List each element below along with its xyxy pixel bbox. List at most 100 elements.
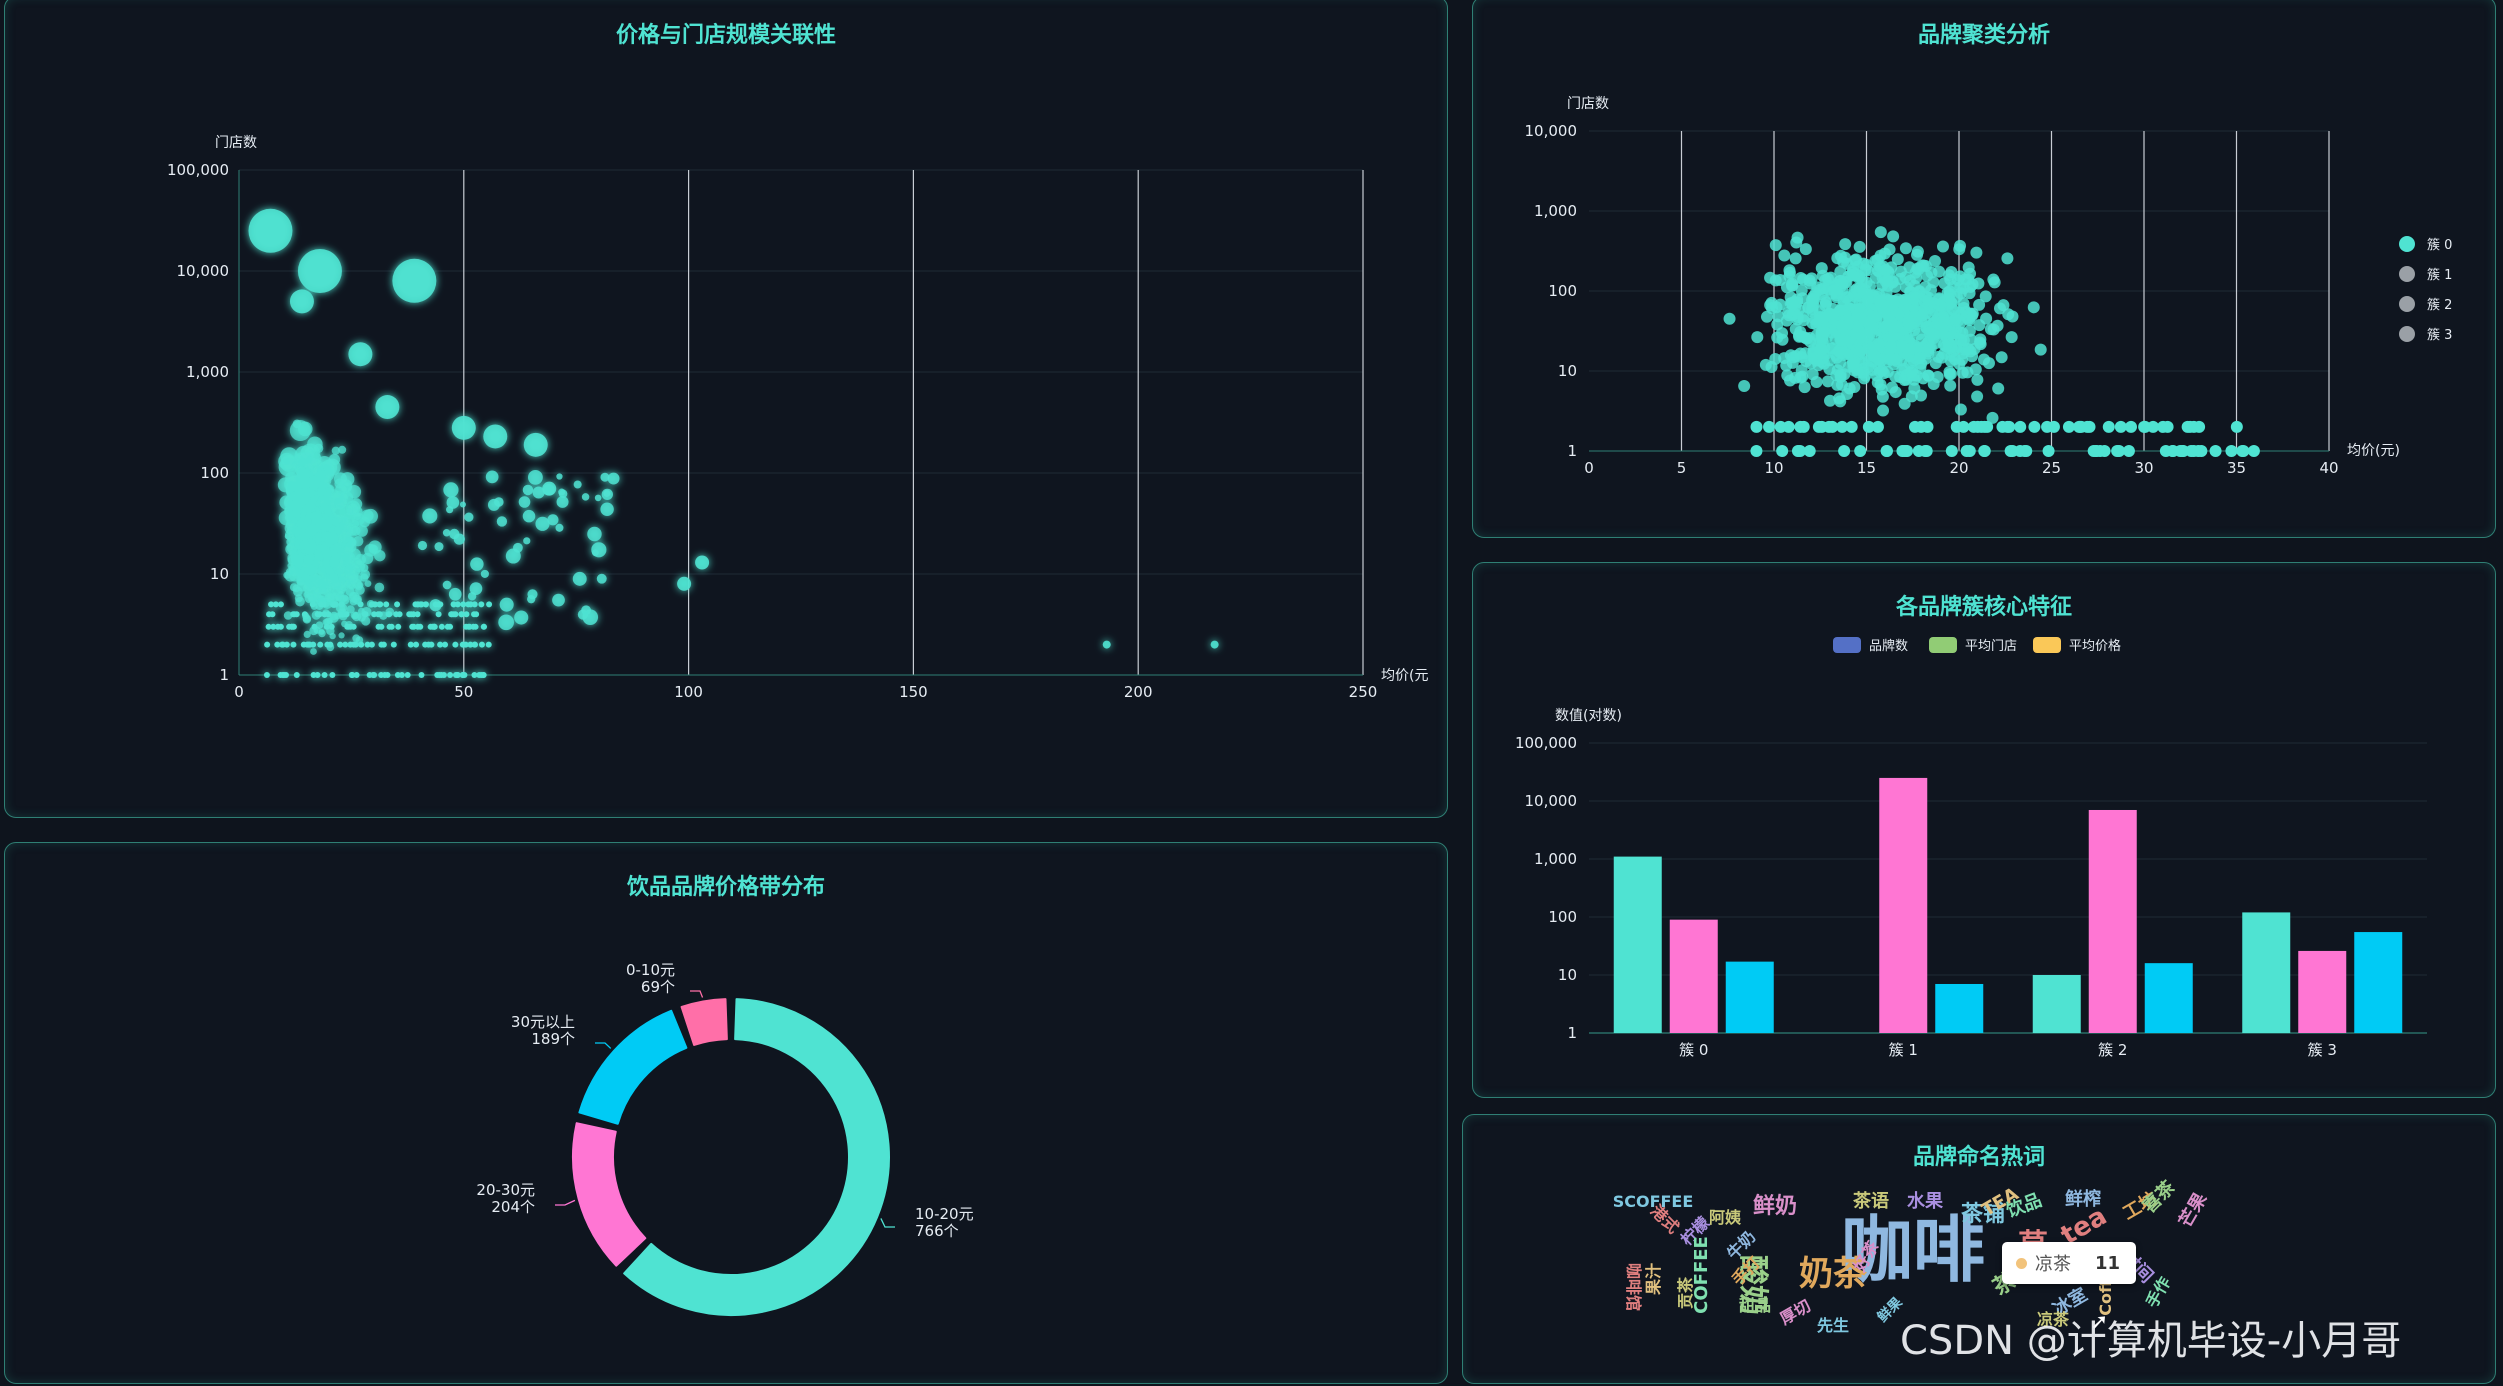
price-store-scatter-chart[interactable]: 1 10 100 1,000 10,000 100,000 0 50 100 150 200 250 门… xyxy=(5,0,1447,817)
scatter-point xyxy=(499,597,514,612)
cluster-point xyxy=(1971,373,1984,386)
cluster-point xyxy=(2113,445,2126,457)
scatter-point xyxy=(297,421,313,437)
cluster-point xyxy=(1834,370,1847,383)
cluster-point xyxy=(2230,420,2243,433)
scatter-point xyxy=(422,641,429,648)
cluster-point xyxy=(1932,293,1945,306)
cluster-point xyxy=(1886,381,1899,394)
scatter-point xyxy=(332,542,342,552)
cluster-point xyxy=(1874,297,1887,310)
scatter-point xyxy=(393,611,400,618)
scatter-point xyxy=(318,628,325,635)
cluster-point xyxy=(1851,320,1864,333)
scatter-point xyxy=(591,549,599,557)
bar xyxy=(1725,961,1774,1033)
scatter-point xyxy=(555,523,564,532)
scatter-point xyxy=(514,610,529,625)
cluster-legend-swatch xyxy=(2399,326,2415,342)
scatter-point xyxy=(277,623,284,630)
scatter-point xyxy=(600,472,610,482)
scatter-point xyxy=(496,516,508,527)
x-axis-title: 均价(元) xyxy=(2347,443,2400,459)
cluster-point xyxy=(1834,274,1847,287)
scatter-point xyxy=(305,525,318,537)
cluster-point xyxy=(2005,331,2018,344)
scatter-point xyxy=(552,593,565,607)
scatter-point xyxy=(386,611,393,618)
cluster-point xyxy=(2147,420,2160,433)
bar xyxy=(2354,932,2403,1033)
scatter-point xyxy=(340,534,350,544)
wordcloud-word: 甜品 xyxy=(1739,1296,1771,1315)
scatter-point xyxy=(438,672,445,678)
bar xyxy=(2088,809,2137,1033)
scatter-point xyxy=(417,540,428,551)
scatter-point xyxy=(303,554,313,564)
scatter-point xyxy=(368,641,375,648)
cluster-point xyxy=(1794,420,1807,433)
scatter-point xyxy=(459,641,466,648)
scatter-point xyxy=(527,595,536,604)
scatter-point xyxy=(338,521,347,530)
cluster-point xyxy=(1861,293,1874,306)
brand-cluster-scatter-chart[interactable]: 1 10 100 1,000 10,000 0 5 10 15 20 25 30 35 40 门店数均价(元… xyxy=(1473,0,2495,537)
tooltip-value: 11 xyxy=(2094,1252,2120,1274)
scatter-point xyxy=(449,528,460,540)
cluster-point xyxy=(1898,293,1911,306)
scatter-point xyxy=(329,672,336,678)
scatter-point xyxy=(351,512,365,526)
cluster-point xyxy=(1946,303,1959,316)
scatter-point xyxy=(349,592,360,603)
scatter-point xyxy=(317,578,329,590)
cluster-point xyxy=(1784,374,1797,387)
cluster-point xyxy=(1784,349,1797,362)
cluster-point xyxy=(1892,308,1905,321)
wordcloud-word: 鲜奶 xyxy=(1753,1193,1797,1219)
cluster-point xyxy=(1845,268,1858,281)
cluster-point xyxy=(1899,242,1912,255)
bar-legend-label: 平均价格 xyxy=(2069,638,2121,654)
cluster-point xyxy=(1898,373,1911,386)
scatter-point xyxy=(394,601,401,608)
scatter-point xyxy=(356,582,364,589)
wordcloud-word: 阿姨 xyxy=(1709,1208,1742,1227)
cluster-point xyxy=(2006,310,2019,323)
scatter-point xyxy=(274,641,281,648)
cluster-point xyxy=(1750,420,1763,433)
scatter-point xyxy=(452,641,459,648)
scatter-point xyxy=(290,623,297,630)
scatter-point xyxy=(291,611,298,618)
scatter-point xyxy=(321,559,330,567)
cluster-point xyxy=(1795,364,1808,377)
cluster-features-bar-chart[interactable]: 1 10 100 1,000 10,000 100,000 数值(对数) 品牌数 平均门店 平均价… xyxy=(1473,563,2495,1097)
cluster-point xyxy=(1851,308,1864,321)
scatter-point xyxy=(316,611,323,618)
scatter-point xyxy=(265,623,272,630)
scatter-point xyxy=(337,611,344,618)
scatter-point xyxy=(290,641,297,648)
scatter-point xyxy=(372,601,379,608)
scatter-point xyxy=(272,601,279,608)
cluster-point xyxy=(1807,292,1820,305)
scatter-point xyxy=(427,623,434,630)
cluster-point xyxy=(1808,313,1821,326)
scatter-point xyxy=(294,594,303,603)
scatter-point xyxy=(442,529,451,537)
wordcloud-word: SCOFFEE xyxy=(1613,1192,1694,1211)
scatter-point xyxy=(478,641,485,648)
x-axis-title: 均价(元 xyxy=(1381,668,1428,684)
scatter-point xyxy=(293,672,300,678)
cluster-point xyxy=(1919,280,1932,293)
scatter-point xyxy=(289,583,298,592)
donut-slice xyxy=(572,1122,647,1267)
cluster-point xyxy=(1944,379,1957,392)
cluster-legend-label: 簇 2 xyxy=(2427,298,2452,313)
x-tick-label: 100 xyxy=(674,683,703,701)
scatter-point xyxy=(297,249,342,293)
cluster-point xyxy=(2090,445,2103,457)
scatter-point xyxy=(523,432,548,457)
scatter-point xyxy=(600,502,614,516)
scatter-point xyxy=(334,496,347,509)
